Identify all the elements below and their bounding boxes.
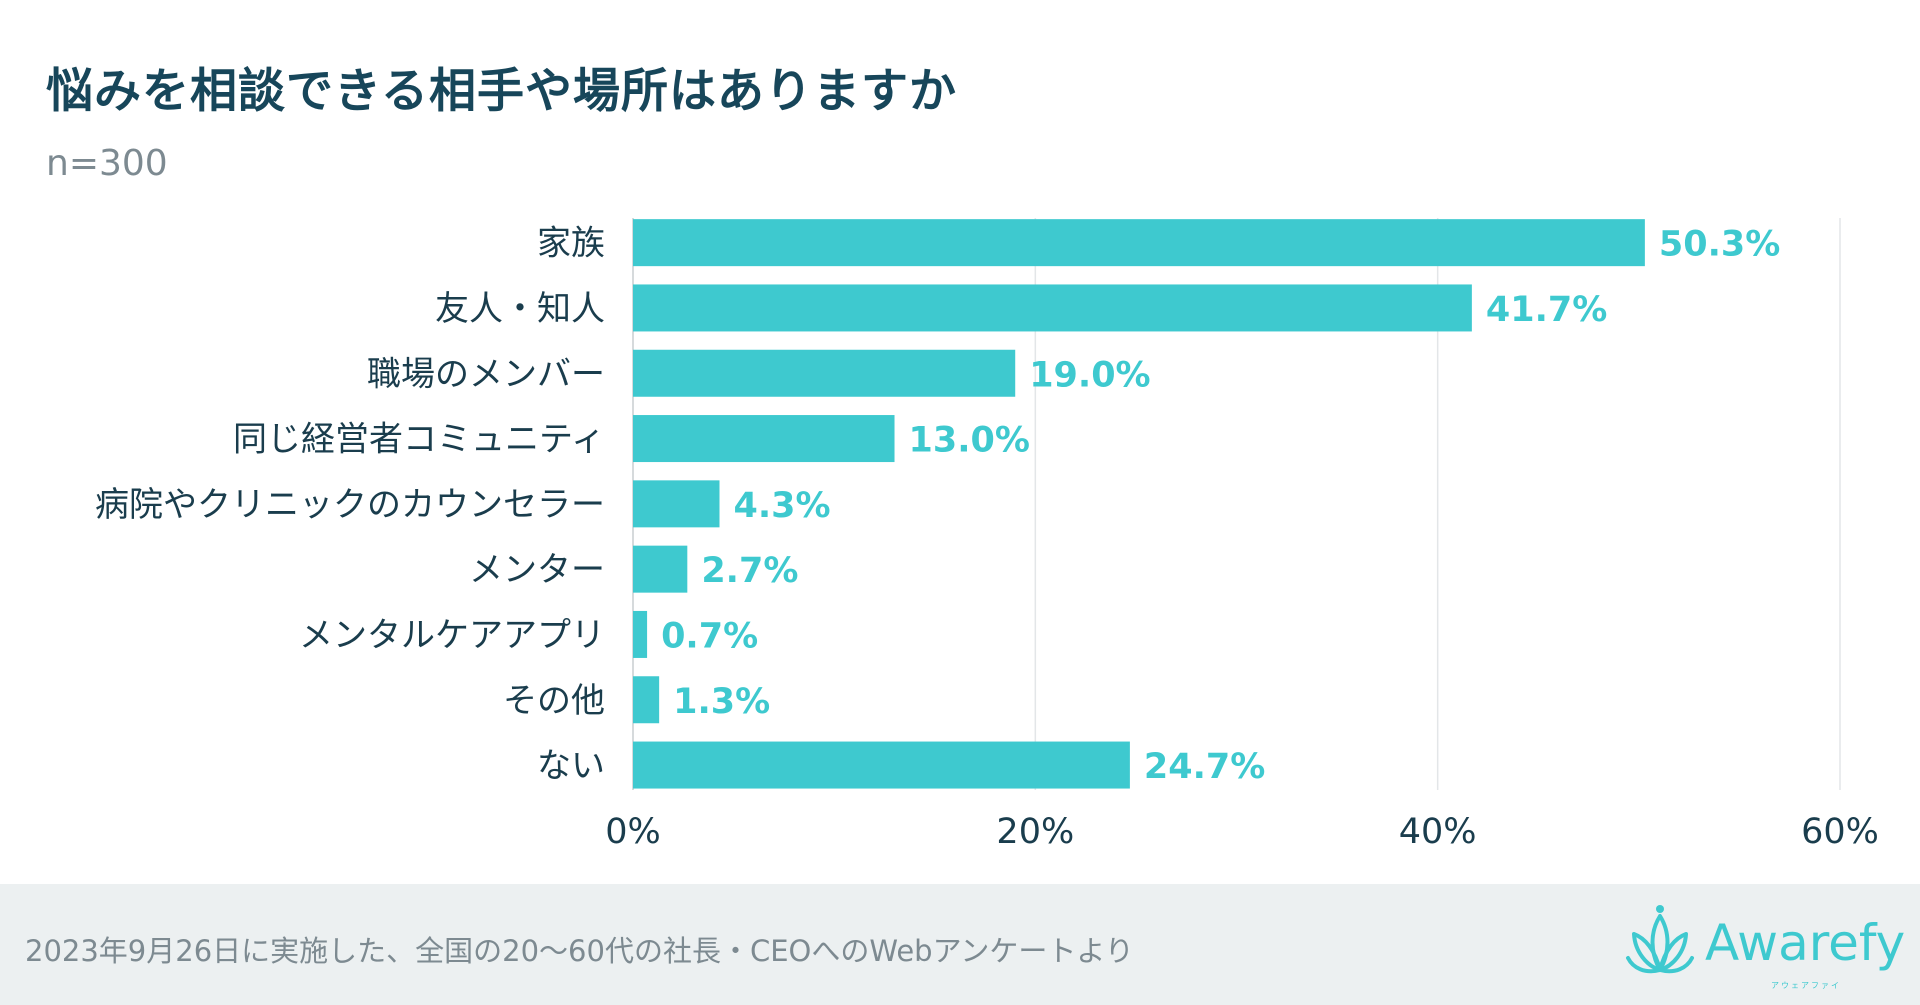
category-label: メンタルケアアプリ xyxy=(299,615,605,655)
data-label: 50.3% xyxy=(1659,225,1780,265)
data-label: 0.7% xyxy=(661,616,758,656)
bar xyxy=(633,480,720,528)
bar xyxy=(633,676,660,724)
footer: 2023年9月26日に実施した、全国の20〜60代の社長・CEOへのWebアンケ… xyxy=(0,884,1920,1005)
brand-logo: Awarefy アウェアファイ xyxy=(1625,904,1905,994)
data-label: 4.3% xyxy=(734,486,831,526)
bar xyxy=(633,741,1130,789)
category-label: 家族 xyxy=(537,224,605,264)
bar xyxy=(633,545,688,593)
category-label: 同じ経営者コミュニティ xyxy=(233,420,605,460)
bar xyxy=(633,349,1016,397)
data-label: 24.7% xyxy=(1144,747,1265,787)
data-label: 41.7% xyxy=(1486,290,1607,330)
brand-name: Awarefy xyxy=(1705,914,1906,972)
bar-chart: 0% 20% 40% 60% 家族 50.3% 友人・知人 41.7% 職場のメンバー 19.0%… xyxy=(95,218,1879,852)
x-tick-label: 20% xyxy=(996,812,1074,852)
category-label: 友人・知人 xyxy=(435,289,605,329)
lotus-icon xyxy=(1626,905,1694,974)
x-tick-label: 60% xyxy=(1801,812,1879,852)
bar xyxy=(633,284,1472,332)
category-label: 職場のメンバー xyxy=(367,354,605,394)
survey-footnote: 2023年9月26日に実施した、全国の20〜60代の社長・CEOへのWebアンケ… xyxy=(25,934,1134,968)
data-label: 2.7% xyxy=(701,551,798,591)
brand-kana: アウェアファイ xyxy=(1771,981,1841,990)
sample-size: n=300 xyxy=(46,143,168,184)
bar xyxy=(633,610,648,658)
data-label: 19.0% xyxy=(1029,355,1150,395)
x-tick-label: 40% xyxy=(1399,812,1477,852)
bar xyxy=(633,219,1645,267)
chart-title: 悩みを相談できる相手や場所はありますか xyxy=(46,64,958,119)
category-label: 病院やクリニックのカウンセラー xyxy=(95,485,605,525)
x-tick-label: 0% xyxy=(605,812,661,852)
category-label: ない xyxy=(537,746,605,786)
category-label: その他 xyxy=(503,681,605,721)
bar xyxy=(633,415,895,463)
data-label: 13.0% xyxy=(909,421,1030,461)
data-label: 1.3% xyxy=(673,682,770,722)
category-label: メンター xyxy=(469,550,605,590)
